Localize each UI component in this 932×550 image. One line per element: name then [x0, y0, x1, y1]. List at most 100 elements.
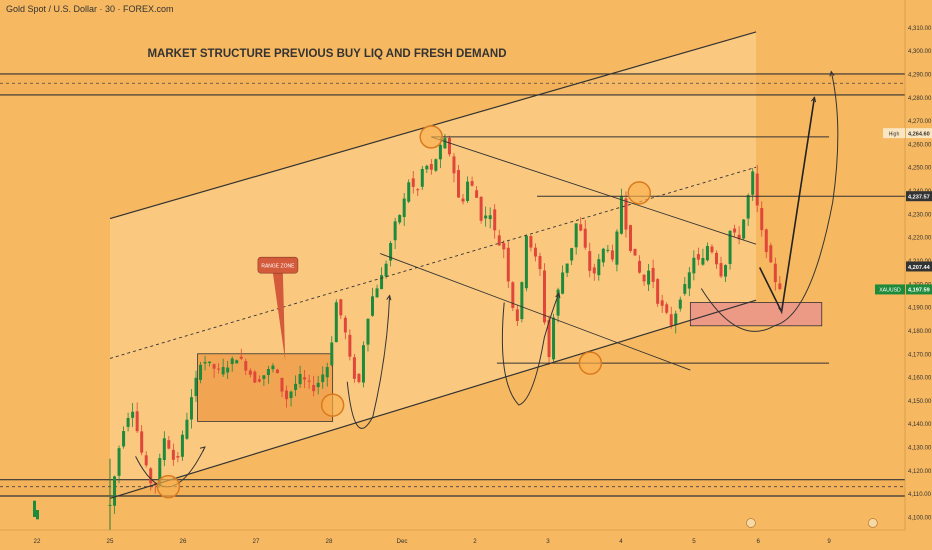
- candle-body: [235, 360, 239, 364]
- candle-body: [588, 251, 592, 271]
- candle-body: [719, 263, 723, 277]
- candle-body: [203, 362, 207, 364]
- candle-body: [185, 419, 189, 439]
- price-tag-label-box: [883, 128, 905, 139]
- candle-body: [746, 195, 750, 219]
- y-tick-label: 4,220.00: [908, 236, 932, 242]
- candle-body: [135, 411, 139, 432]
- candle-body: [126, 417, 130, 427]
- candle-body: [710, 246, 714, 253]
- candle-body: [443, 138, 447, 149]
- candle-body: [420, 168, 424, 187]
- candle-body: [728, 230, 732, 264]
- candle-body: [180, 434, 184, 457]
- candle-body: [357, 373, 361, 382]
- candle-body: [108, 504, 112, 506]
- y-tick-label: 4,150.00: [908, 399, 932, 405]
- y-tick-label: 4,160.00: [908, 376, 932, 382]
- candle-body: [447, 137, 451, 155]
- candle-body: [389, 242, 393, 261]
- candle-body: [674, 313, 678, 325]
- candle-body: [239, 356, 243, 359]
- candle-body: [393, 221, 397, 241]
- x-tick-label: 9: [827, 538, 831, 545]
- candle-body: [601, 248, 605, 263]
- price-tag-label-box: [875, 284, 905, 295]
- price-tag-value: 4,207.44: [908, 265, 931, 271]
- candle-body: [619, 196, 623, 234]
- price-tag-value: 4,237.57: [908, 195, 930, 201]
- event-marker-icon: [746, 518, 756, 528]
- candle-body: [425, 165, 429, 170]
- chart-title: MARKET STRUCTURE PREVIOUS BUY LIQ AND FR…: [147, 48, 506, 60]
- candle-body: [475, 190, 479, 198]
- liquidity-band: [0, 479, 905, 497]
- candle-body: [520, 282, 524, 320]
- candle-body: [633, 248, 637, 256]
- x-tick-label: 4: [619, 538, 623, 545]
- candle-body: [416, 189, 420, 191]
- candle-body: [438, 144, 442, 160]
- candle-body: [615, 231, 619, 265]
- range-zone-pointer: [272, 273, 286, 361]
- candle-body: [493, 209, 497, 231]
- candle-body: [547, 319, 551, 358]
- candle-body: [597, 259, 601, 276]
- swing-curve: [501, 292, 560, 406]
- y-tick-label: 4,230.00: [908, 212, 932, 218]
- instrument-title: Gold Spot / U.S. Dollar · 30 · FOREX.com: [6, 4, 174, 14]
- candle-body: [714, 252, 718, 265]
- price-tag: [906, 128, 932, 139]
- candle-body: [434, 159, 438, 171]
- candle-body: [407, 182, 411, 202]
- candle-body: [171, 449, 175, 460]
- candle-body: [511, 282, 515, 309]
- x-tick-label: 26: [180, 538, 187, 545]
- candle-body: [384, 263, 388, 277]
- arrowhead: [778, 306, 784, 313]
- y-tick-label: 4,260.00: [908, 142, 932, 148]
- candle-body: [131, 411, 135, 418]
- candle-body: [149, 468, 153, 484]
- candle-body: [140, 431, 144, 453]
- candle-body: [764, 229, 768, 253]
- x-tick-label: 25: [107, 538, 114, 545]
- candle-body: [556, 289, 560, 316]
- candle-body: [158, 458, 162, 486]
- y-tick-label: 4,270.00: [908, 119, 932, 125]
- range-zone-tag: [257, 256, 299, 274]
- candle-body: [687, 272, 691, 289]
- candle-body: [262, 375, 266, 379]
- x-tick-label: 28: [326, 538, 333, 545]
- candle-body: [266, 368, 270, 376]
- candle-body: [479, 196, 483, 221]
- candle-body: [647, 270, 651, 285]
- candle-body: [751, 171, 755, 195]
- down-channel-upper-line: [431, 136, 757, 245]
- candle-body: [289, 391, 293, 399]
- down-channel-lower-line: [379, 253, 691, 371]
- x-tick-label: 3: [546, 538, 550, 545]
- candle-body: [683, 284, 687, 294]
- candle-body: [348, 334, 352, 357]
- demand-zone-box: [689, 302, 823, 327]
- candle-body: [678, 299, 682, 309]
- swing-point-circle: [419, 125, 443, 149]
- range-zone-box: [197, 353, 334, 422]
- candle-body: [552, 317, 556, 360]
- swing-curve: [346, 295, 391, 429]
- candle-body: [298, 374, 302, 385]
- candle-body: [162, 438, 166, 461]
- candle-body: [696, 254, 700, 260]
- candle-body: [506, 247, 510, 282]
- candle-body: [502, 243, 506, 250]
- swing-point-circle: [578, 351, 603, 375]
- price-tag: [906, 284, 932, 295]
- y-tick-label: 4,130.00: [908, 446, 932, 452]
- y-tick-label: 4,280.00: [908, 96, 932, 102]
- candle-body: [285, 390, 289, 400]
- candle-body: [610, 250, 614, 260]
- arrowhead: [199, 446, 206, 452]
- candle-body: [724, 265, 728, 277]
